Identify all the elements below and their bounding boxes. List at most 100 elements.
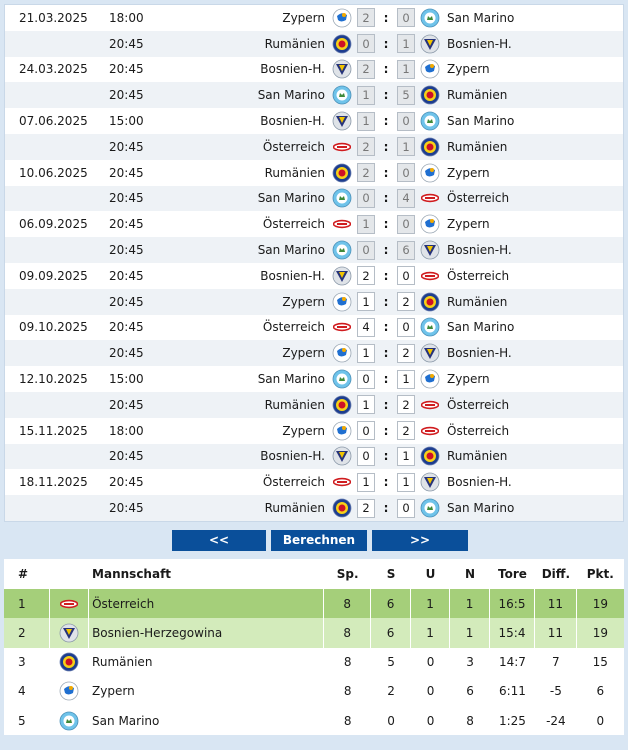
- table-row: 4 Zypern 8 2 0 6 6:11 -5 6: [4, 677, 624, 706]
- goal-diff: 7: [552, 655, 560, 670]
- home-score-input: 0: [357, 34, 375, 54]
- home-team: Österreich: [262, 320, 325, 335]
- header-flag: [50, 559, 89, 589]
- next-button[interactable]: >>: [372, 529, 468, 551]
- san-marino-flag-icon: [50, 706, 89, 735]
- home-score-input[interactable]: 0: [357, 369, 375, 389]
- match-row: 20:45 Zypern 1:2 Bosnien-H.: [5, 340, 623, 367]
- away-team: Rumänien: [447, 294, 508, 309]
- away-score-input[interactable]: 1: [397, 472, 415, 492]
- away-score-input: 6: [397, 240, 415, 260]
- away-score-input[interactable]: 2: [397, 421, 415, 441]
- san-marino-flag-icon: [419, 7, 441, 29]
- points: 6: [596, 684, 605, 699]
- away-team: Österreich: [447, 397, 510, 412]
- away-score-input[interactable]: 2: [397, 343, 415, 363]
- match-row: 15.11.2025 18:00 Zypern 0:2 Österreich: [5, 418, 623, 444]
- away-team: Zypern: [447, 165, 490, 180]
- rank: 4: [18, 684, 26, 699]
- match-time: 20:45: [109, 62, 144, 77]
- bosnia-flag-icon: [331, 58, 353, 80]
- san-marino-flag-icon: [331, 239, 353, 261]
- played: 8: [343, 655, 352, 670]
- away-score-input: 0: [397, 111, 415, 131]
- cyprus-flag-icon: [331, 342, 353, 364]
- away-score-input[interactable]: 1: [397, 446, 415, 466]
- match-date: 09.10.2025: [19, 320, 88, 335]
- match-row: 20:45 Österreich 2:1 Rumänien: [5, 133, 623, 160]
- points: 0: [596, 713, 605, 728]
- away-score-input[interactable]: 2: [397, 395, 415, 415]
- match-time: 15:00: [109, 372, 144, 387]
- home-score-input: 1: [357, 111, 375, 131]
- away-score-input[interactable]: 0: [397, 498, 415, 518]
- san-marino-flag-icon: [419, 497, 441, 519]
- match-time: 20:45: [109, 475, 144, 490]
- match-row: 07.06.2025 15:00 Bosnien-H. 1:0 San Marino: [5, 108, 623, 134]
- home-score-input: 2: [357, 137, 375, 157]
- match-row: 20:45 Bosnien-H. 0:1 Rumänien: [5, 443, 623, 470]
- home-score-input: 2: [357, 8, 375, 28]
- match-date: 07.06.2025: [19, 114, 88, 129]
- match-row: 12.10.2025 15:00 San Marino 0:1 Zypern: [5, 366, 623, 392]
- score-separator: :: [383, 475, 389, 490]
- home-score-input[interactable]: 1: [357, 395, 375, 415]
- home-score-input[interactable]: 0: [357, 446, 375, 466]
- points: 19: [592, 596, 608, 611]
- score-separator: :: [383, 114, 389, 129]
- score-separator: :: [383, 62, 389, 77]
- points: 15: [592, 655, 608, 670]
- score-separator: :: [383, 320, 389, 335]
- san-marino-flag-icon: [331, 84, 353, 106]
- cyprus-flag-icon: [419, 368, 441, 390]
- away-score-input: 5: [397, 85, 415, 105]
- score-separator: :: [383, 165, 389, 180]
- match-date: 21.03.2025: [19, 10, 88, 25]
- home-score-input[interactable]: 1: [357, 343, 375, 363]
- away-team: Bosnien-H.: [447, 475, 512, 490]
- home-team: San Marino: [257, 191, 325, 206]
- away-team: Bosnien-H.: [447, 243, 512, 258]
- match-row: 09.10.2025 20:45 Österreich 4:0 San Marino: [5, 315, 623, 341]
- home-score-input[interactable]: 2: [357, 266, 375, 286]
- home-score-input[interactable]: 2: [357, 498, 375, 518]
- match-time: 20:45: [109, 320, 144, 335]
- played: 8: [324, 588, 372, 619]
- match-time: 18:00: [109, 10, 144, 25]
- home-score-input[interactable]: 1: [357, 292, 375, 312]
- home-score-input[interactable]: 1: [357, 472, 375, 492]
- austria-flag-icon: [331, 213, 353, 235]
- rank: 2: [4, 618, 50, 648]
- calculate-button[interactable]: Berechnen: [271, 529, 367, 551]
- away-team: San Marino: [447, 114, 515, 129]
- score-separator: :: [383, 423, 389, 438]
- home-score-input[interactable]: 0: [357, 421, 375, 441]
- match-time: 20:45: [109, 165, 144, 180]
- played: 8: [324, 618, 372, 648]
- match-row: 21.03.2025 18:00 Zypern 2:0 San Marino: [5, 5, 623, 31]
- home-score-input[interactable]: 4: [357, 317, 375, 337]
- away-score-input[interactable]: 0: [397, 266, 415, 286]
- score-separator: :: [383, 10, 389, 25]
- goals: 1:25: [498, 713, 526, 728]
- romania-flag-icon: [331, 497, 353, 519]
- romania-flag-icon: [331, 33, 353, 55]
- away-score-input: 0: [397, 163, 415, 183]
- played: 8: [343, 684, 352, 699]
- team-name: Rumänien: [92, 655, 153, 670]
- standings-table: # Mannschaft Sp. S U N Tore Diff. Pkt. 1…: [4, 558, 624, 736]
- home-team: Zypern: [282, 10, 325, 25]
- cyprus-flag-icon: [331, 7, 353, 29]
- header-team: Mannschaft: [92, 566, 172, 581]
- score-separator: :: [383, 346, 389, 361]
- goals: 6:11: [498, 684, 526, 699]
- cyprus-flag-icon: [419, 213, 441, 235]
- header-played: Sp.: [336, 566, 359, 581]
- away-score-input: 1: [397, 34, 415, 54]
- away-score-input[interactable]: 1: [397, 369, 415, 389]
- away-team: San Marino: [447, 501, 515, 516]
- bosnia-flag-icon: [331, 445, 353, 467]
- away-score-input[interactable]: 0: [397, 317, 415, 337]
- away-score-input[interactable]: 2: [397, 292, 415, 312]
- previous-button[interactable]: <<: [172, 529, 266, 551]
